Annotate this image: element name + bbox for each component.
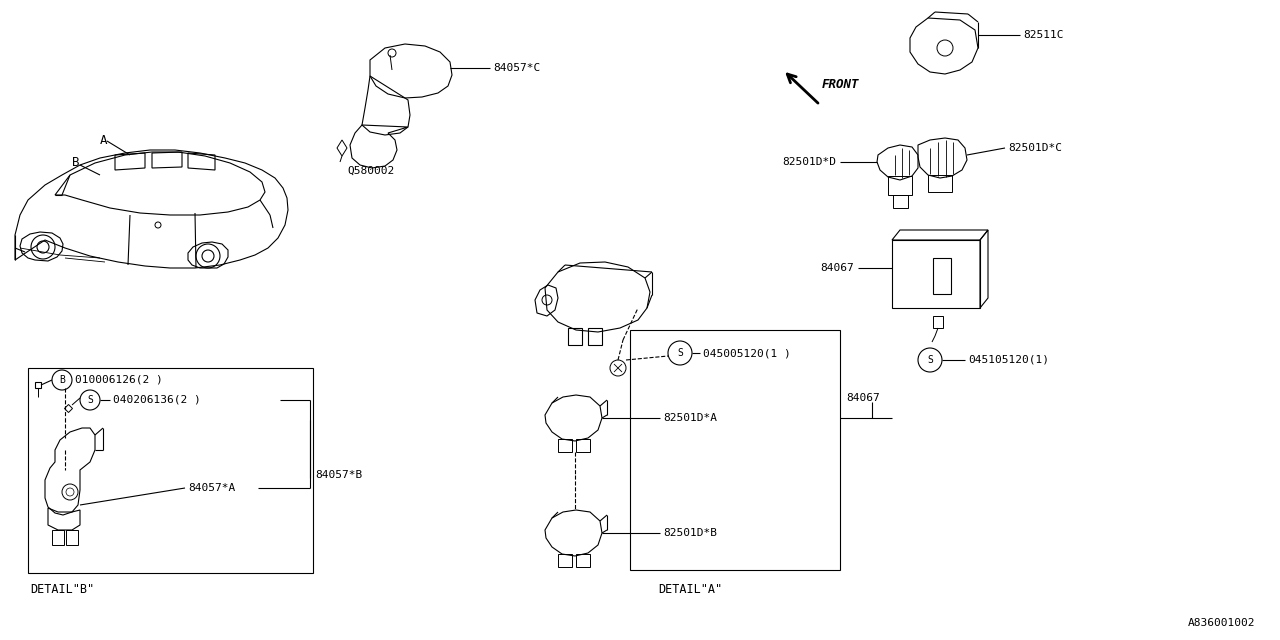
Text: 84057*C: 84057*C bbox=[493, 63, 540, 73]
Text: 82501D*A: 82501D*A bbox=[663, 413, 717, 423]
Bar bbox=[892, 240, 980, 308]
Text: 045105120(1): 045105120(1) bbox=[968, 355, 1050, 365]
Text: 84057*A: 84057*A bbox=[188, 483, 236, 493]
Bar bbox=[28, 368, 314, 573]
Text: A: A bbox=[100, 134, 108, 147]
Text: 82501D*B: 82501D*B bbox=[663, 528, 717, 538]
Text: 82501D*C: 82501D*C bbox=[1009, 143, 1062, 153]
Text: DETAIL"B": DETAIL"B" bbox=[29, 583, 95, 596]
Text: B: B bbox=[59, 375, 65, 385]
Text: 040206136(2 ): 040206136(2 ) bbox=[113, 395, 201, 405]
Text: 82511C: 82511C bbox=[1023, 30, 1064, 40]
Text: 82501D*D: 82501D*D bbox=[782, 157, 836, 167]
Bar bbox=[933, 258, 951, 294]
Text: Q580002: Q580002 bbox=[347, 166, 394, 176]
Text: B: B bbox=[72, 157, 79, 170]
Text: 84057*B: 84057*B bbox=[315, 470, 362, 480]
Text: S: S bbox=[927, 355, 933, 365]
Text: 010006126(2 ): 010006126(2 ) bbox=[76, 375, 163, 385]
Text: DETAIL"A": DETAIL"A" bbox=[658, 583, 722, 596]
Bar bbox=[630, 330, 840, 570]
Text: 045005120(1 ): 045005120(1 ) bbox=[703, 348, 791, 358]
Text: 84067: 84067 bbox=[846, 393, 881, 403]
Text: 84067: 84067 bbox=[820, 263, 854, 273]
Text: A836001002: A836001002 bbox=[1188, 618, 1254, 628]
Text: S: S bbox=[87, 395, 93, 405]
Text: S: S bbox=[677, 348, 684, 358]
Text: FRONT: FRONT bbox=[822, 79, 859, 92]
